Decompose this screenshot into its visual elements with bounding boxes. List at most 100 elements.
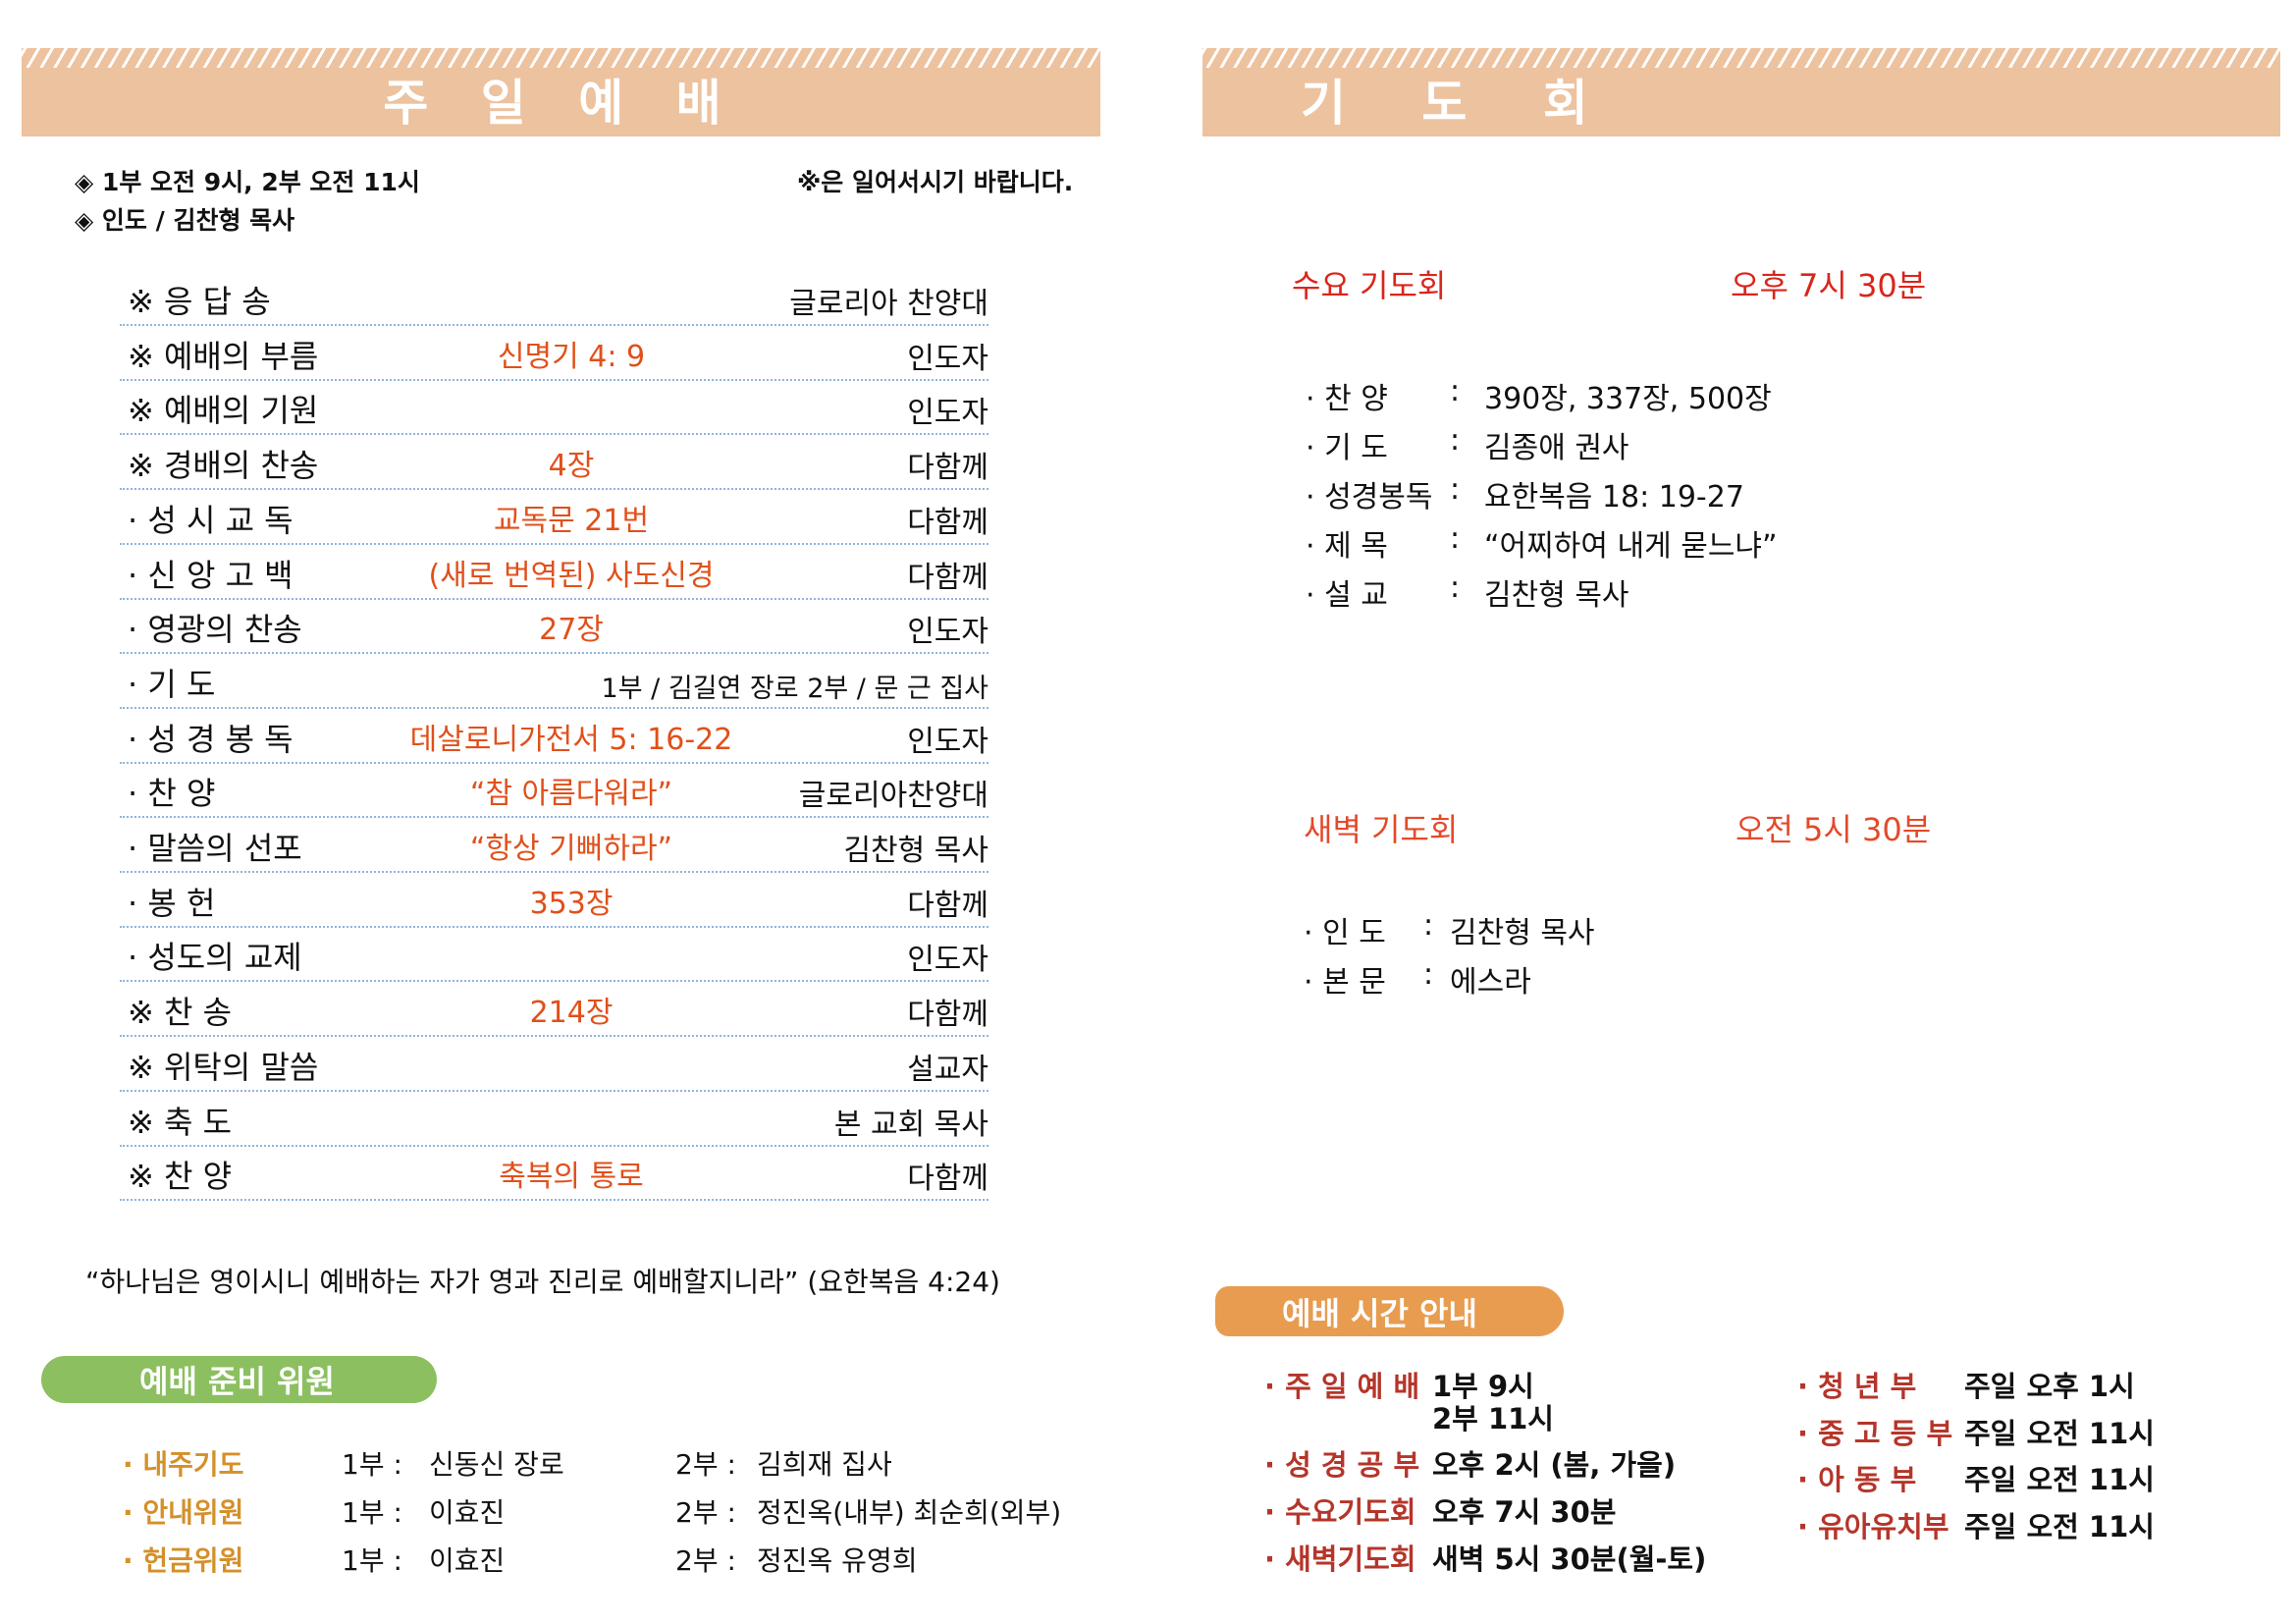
committee-name2: 정진옥(내부) 최순희(외부) xyxy=(757,1496,1062,1529)
wed-item-value: 요한복음 18: 19-27 xyxy=(1484,480,1744,514)
order-leader: 다함께 xyxy=(907,505,988,540)
wed-item-label: · 성경봉독 xyxy=(1306,480,1433,514)
order-detail: “항상 기뻐하라” xyxy=(469,832,673,866)
order-label: · 성도의 교제 xyxy=(128,939,302,977)
prayer-meeting-banner: 기 도 회 xyxy=(1202,48,2280,136)
order-leader: 인도자 xyxy=(907,724,988,759)
committee-name1: 이효진 xyxy=(429,1496,506,1529)
order-label: · 영광의 찬송 xyxy=(128,611,302,649)
dawn-item-value: 김찬형 목사 xyxy=(1450,916,1595,950)
order-row: ※ 축 도 본 교회 목사 xyxy=(120,1102,988,1147)
scripture-verse: “하나님은 영이시니 예배하는 자가 영과 진리로 예배할지니라” (요한복음 … xyxy=(85,1266,1000,1298)
banner-title: 주 일 예 배 xyxy=(383,75,739,132)
order-label: ※ 예배의 기원 xyxy=(128,392,319,430)
order-label: ※ 경배의 찬송 xyxy=(128,447,319,485)
schedule-value: 새벽 5시 30분(월-토) xyxy=(1432,1543,1707,1576)
schedule-value: 주일 오전 11시 xyxy=(1964,1510,2155,1544)
order-leader: 인도자 xyxy=(907,615,988,650)
committee-name2: 김희재 집사 xyxy=(757,1448,892,1481)
dawn-time: 오전 5시 30분 xyxy=(1735,811,1932,848)
schedule-value: 주일 오후 1시 xyxy=(1964,1370,2135,1403)
order-leader: 인도자 xyxy=(907,341,988,376)
colon: : xyxy=(1450,570,1461,605)
schedule-value: 주일 오전 11시 xyxy=(1964,1463,2155,1497)
sunday-worship-banner: 주 일 예 배 xyxy=(22,48,1100,136)
order-leader: 1부 / 김길연 장로 2부 / 문 근 집사 xyxy=(601,673,988,704)
committee-role: · 내주기도 xyxy=(123,1448,244,1481)
order-leader: 다함께 xyxy=(907,888,988,923)
order-leader: 다함께 xyxy=(907,451,988,486)
colon: : xyxy=(1450,374,1461,408)
order-leader: 김찬형 목사 xyxy=(843,834,988,868)
order-row: · 찬 양 “참 아름다워라” 글로리아찬양대 xyxy=(120,773,988,819)
order-row: ※ 응 답 송 글로리아 찬양대 xyxy=(120,281,988,326)
order-label: ※ 위탁의 말씀 xyxy=(128,1048,319,1086)
order-leader: 설교자 xyxy=(907,1052,988,1087)
order-detail: 신명기 4: 9 xyxy=(497,339,646,374)
order-row: · 성도의 교제 인도자 xyxy=(120,937,988,983)
order-label: · 성 경 봉 독 xyxy=(128,720,294,758)
order-label: · 찬 양 xyxy=(128,775,216,813)
wed-item-value: 김찬형 목사 xyxy=(1484,578,1629,613)
order-detail: 축복의 통로 xyxy=(499,1160,644,1195)
order-label: · 성 시 교 독 xyxy=(128,501,294,539)
order-label: ※ 응 답 송 xyxy=(128,283,271,320)
order-leader: 다함께 xyxy=(907,560,988,595)
colon: : xyxy=(1423,957,1434,992)
schedule-title-pill: 예배 시간 안내 xyxy=(1215,1286,1564,1336)
wed-item-value: 390장, 337장, 500장 xyxy=(1484,382,1772,416)
order-detail: 데살로니가전서 5: 16-22 xyxy=(409,722,733,757)
order-label: ※ 찬 송 xyxy=(128,994,233,1032)
schedule-value: 오후 7시 30분 xyxy=(1432,1495,1617,1529)
dawn-item-label: · 본 문 xyxy=(1304,965,1386,1000)
order-label: ※ 예배의 부름 xyxy=(128,337,319,375)
wed-title: 수요 기도회 xyxy=(1292,267,1447,304)
order-label: · 말씀의 선포 xyxy=(128,830,302,867)
colon: : xyxy=(1423,908,1434,943)
service-times: ◈ 1부 오전 9시, 2부 오전 11시 xyxy=(75,168,420,196)
wed-item-value: 김종애 권사 xyxy=(1484,431,1629,465)
order-detail: 교독문 21번 xyxy=(493,503,650,538)
committee-part1: 1부 : xyxy=(342,1496,402,1529)
order-label: ※ 찬 양 xyxy=(128,1158,233,1196)
dawn-item-value: 에스라 xyxy=(1450,965,1531,1000)
committee-role: · 헌금위원 xyxy=(123,1544,244,1577)
order-leader: 본 교회 목사 xyxy=(833,1107,988,1142)
schedule-label: · 청 년 부 xyxy=(1797,1370,1917,1403)
order-detail: 27장 xyxy=(539,613,604,648)
colon: : xyxy=(1450,472,1461,507)
order-row: ※ 예배의 부름 신명기 4: 9 인도자 xyxy=(120,336,988,381)
wed-item-value: “어찌하여 내게 묻느냐” xyxy=(1484,529,1778,564)
order-detail: 214장 xyxy=(529,996,614,1031)
colon: : xyxy=(1450,423,1461,458)
order-detail: (새로 번역된) 사도신경 xyxy=(428,558,715,593)
schedule-label: · 중 고 등 부 xyxy=(1797,1416,1953,1450)
committee-name1: 신동신 장로 xyxy=(429,1448,564,1481)
committee-role: · 안내위원 xyxy=(123,1496,244,1529)
committee-title-pill: 예배 준비 위원 xyxy=(41,1356,437,1403)
order-row: ※ 예배의 기원 인도자 xyxy=(120,390,988,436)
committee-part1: 1부 : xyxy=(342,1544,402,1577)
dawn-title: 새벽 기도회 xyxy=(1304,811,1459,848)
order-detail: “참 아름다워라” xyxy=(469,777,673,812)
wed-item-label: · 제 목 xyxy=(1306,529,1388,564)
schedule-value: 1부 9시 xyxy=(1432,1370,1534,1403)
schedule-value: 2부 11시 xyxy=(1432,1402,1554,1435)
order-detail: 353장 xyxy=(529,886,614,921)
standing-note: ※은 일어서시기 바랍니다. xyxy=(797,168,1074,196)
committee-part2: 2부 : xyxy=(675,1544,736,1577)
wed-time: 오후 7시 30분 xyxy=(1731,267,1927,304)
order-row: · 기 도 1부 / 김길연 장로 2부 / 문 근 집사 xyxy=(120,664,988,709)
order-detail: 4장 xyxy=(548,449,595,484)
schedule-label: · 주 일 예 배 xyxy=(1264,1370,1420,1403)
order-row: · 봉 헌 353장 다함께 xyxy=(120,883,988,928)
order-label: · 신 앙 고 백 xyxy=(128,556,294,594)
order-row: ※ 경배의 찬송 4장 다함께 xyxy=(120,445,988,491)
schedule-label: · 수요기도회 xyxy=(1264,1495,1416,1529)
wed-item-label: · 찬 양 xyxy=(1306,382,1388,416)
order-row: ※ 위탁의 말씀 설교자 xyxy=(120,1047,988,1092)
schedule-value: 오후 2시 (봄, 가을) xyxy=(1432,1448,1677,1482)
order-leader: 다함께 xyxy=(907,1162,988,1197)
order-label: ※ 축 도 xyxy=(128,1103,233,1141)
schedule-value: 주일 오전 11시 xyxy=(1964,1416,2155,1450)
